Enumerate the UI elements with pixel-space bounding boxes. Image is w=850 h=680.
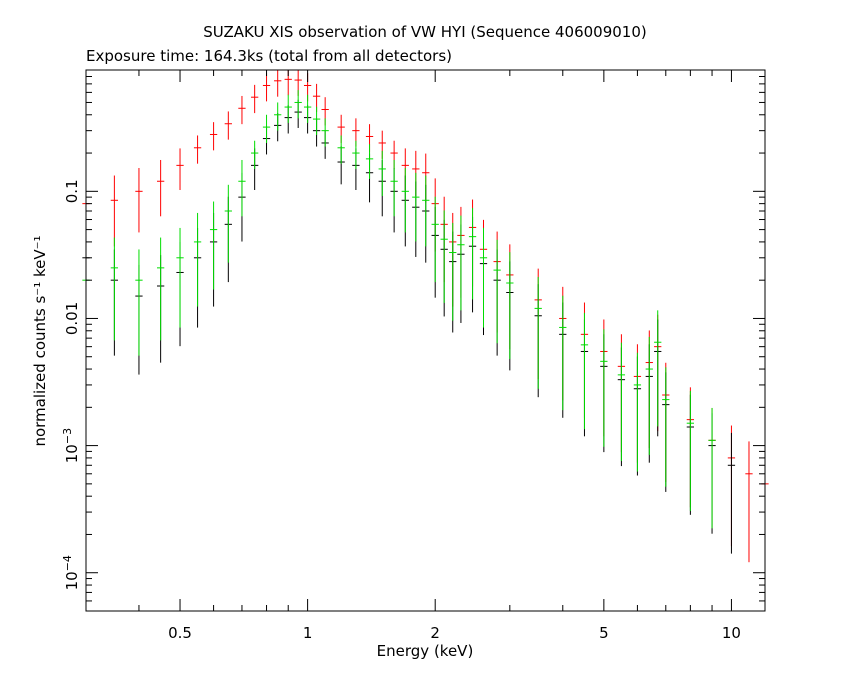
data-point — [251, 140, 259, 169]
y-tick-mantissa: 0.1 — [63, 179, 81, 203]
data-point — [312, 106, 321, 135]
data-point — [224, 111, 232, 140]
x-tick-label: 2 — [430, 624, 440, 642]
data-point — [431, 196, 439, 283]
y-tick-label: 0.1 — [63, 179, 81, 203]
data-point — [422, 175, 430, 247]
data-point — [176, 148, 184, 191]
data-point — [479, 227, 488, 328]
data-point — [110, 175, 119, 247]
data-point — [110, 237, 119, 341]
data-point — [401, 168, 409, 233]
data-point — [284, 94, 292, 123]
data-point — [727, 432, 736, 554]
data-point — [412, 172, 420, 242]
y-tick-mantissa: 10 — [63, 571, 81, 590]
data-point — [274, 102, 282, 131]
data-point — [321, 118, 329, 147]
data-point — [224, 184, 232, 263]
data-point — [645, 336, 653, 455]
chart-subtitle: Exposure time: 164.3ks (total from all d… — [86, 47, 452, 65]
data-point — [135, 249, 143, 356]
data-point — [294, 90, 302, 119]
data-point — [193, 135, 202, 164]
x-tick-label: 0.5 — [168, 624, 192, 642]
data-point — [600, 329, 608, 447]
y-tick-label: 10−3 — [61, 428, 81, 463]
y-tick-label: 0.01 — [63, 302, 81, 335]
data-point — [156, 159, 165, 217]
y-tick-mantissa: 0.01 — [63, 302, 81, 335]
data-point — [238, 95, 246, 125]
data-point — [708, 407, 716, 529]
y-tick-exponent: −4 — [61, 555, 74, 571]
data-layer — [82, 70, 769, 573]
series — [82, 70, 769, 573]
data-point — [534, 276, 542, 389]
data-point — [238, 159, 246, 217]
data-point — [156, 237, 165, 341]
chart-title: SUZAKU XIS observation of VW HYI (Sequen… — [203, 23, 647, 41]
data-point — [686, 390, 695, 511]
data-point — [449, 222, 457, 321]
y-tick-exponent: −3 — [61, 428, 74, 444]
data-point — [193, 212, 202, 307]
data-point — [654, 310, 662, 427]
x-tick-label: 1 — [303, 624, 313, 642]
data-point — [468, 208, 477, 300]
data-point — [135, 168, 143, 233]
data-point — [506, 252, 514, 360]
data-point — [251, 84, 259, 114]
data-point — [457, 215, 465, 311]
data-point — [262, 73, 271, 102]
x-axis-label: Energy (keV) — [377, 642, 474, 660]
data-point — [440, 210, 448, 303]
data-point — [262, 114, 271, 143]
data-point — [633, 352, 642, 472]
data-point — [365, 144, 374, 179]
data-point — [390, 159, 398, 217]
y-tick-mantissa: 10 — [63, 444, 81, 463]
series — [82, 90, 716, 529]
data-point — [559, 295, 567, 411]
data-point — [209, 201, 218, 290]
x-tick-label: 5 — [599, 624, 609, 642]
y-tick-label: 10−4 — [61, 555, 81, 590]
plot-frame — [85, 69, 766, 612]
data-point — [662, 367, 670, 487]
data-point — [378, 150, 386, 196]
y-axis-label: normalized counts s⁻¹ keV⁻¹ — [31, 235, 49, 446]
data-point — [745, 441, 753, 563]
data-point — [274, 70, 282, 97]
data-point — [493, 239, 501, 344]
data-point — [617, 342, 626, 462]
data-point — [209, 122, 218, 151]
data-point — [580, 312, 589, 430]
data-point — [303, 94, 312, 123]
data-point — [176, 227, 184, 328]
x-tick-label: 10 — [722, 624, 741, 642]
data-point — [352, 140, 360, 169]
data-point — [337, 135, 345, 164]
